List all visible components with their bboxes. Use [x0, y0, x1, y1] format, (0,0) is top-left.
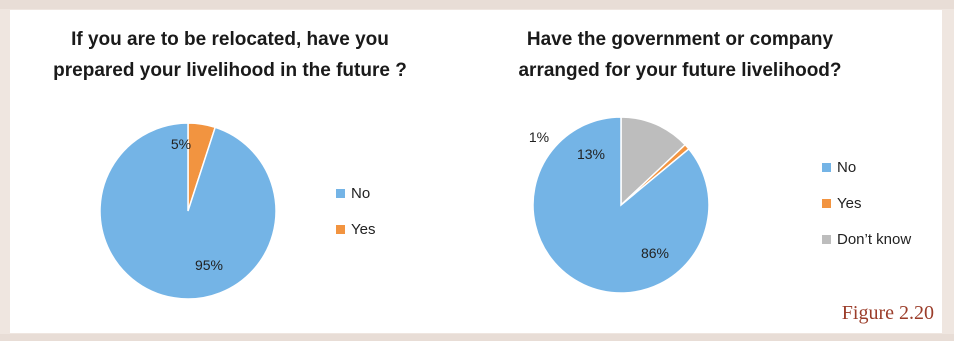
pie-2-data-label-2: 1% — [529, 129, 549, 145]
figure-caption: Figure 2.20 — [841, 302, 934, 324]
pie-2-data-label-1: 86% — [641, 245, 669, 261]
chart-2-title: Have the government or company arranged … — [490, 24, 870, 86]
pie-chart-1: 95% 5% No Yes — [99, 122, 375, 300]
pie-1-data-label-2: 5% — [171, 136, 191, 152]
pie-chart-2: 86% 1% 13% No Yes Don’t know — [529, 116, 911, 294]
chart-1-title: If you are to be relocated, have you pre… — [20, 24, 440, 86]
legend-swatch — [336, 189, 345, 198]
legend-swatch — [822, 163, 831, 172]
pie-1-slice-no — [99, 122, 277, 300]
legend-label: Don’t know — [837, 231, 911, 248]
legend-label: Yes — [837, 195, 861, 212]
legend-swatch — [822, 199, 831, 208]
legend-label: No — [837, 159, 856, 176]
pie-2-legend: No Yes Don’t know — [822, 159, 911, 248]
pie-2-slice-no — [532, 116, 710, 294]
legend-swatch — [336, 225, 345, 234]
legend-label: No — [351, 185, 370, 202]
pie-1-data-label-1: 95% — [195, 257, 223, 273]
chart-1-title-line-2: prepared your livelihood in the future ? — [53, 60, 407, 81]
pie-2-data-label-3: 13% — [577, 146, 605, 162]
chart-1-title-line-1: If you are to be relocated, have you — [71, 29, 389, 50]
legend-swatch — [822, 235, 831, 244]
chart-2-title-line-2: arranged for your future livelihood? — [518, 60, 842, 81]
pie-1-legend: No Yes — [336, 185, 375, 238]
chart-2-title-line-1: Have the government or company — [526, 29, 834, 50]
pie-2-slice-don-t-know — [620, 116, 687, 207]
legend-label: Yes — [351, 221, 375, 238]
